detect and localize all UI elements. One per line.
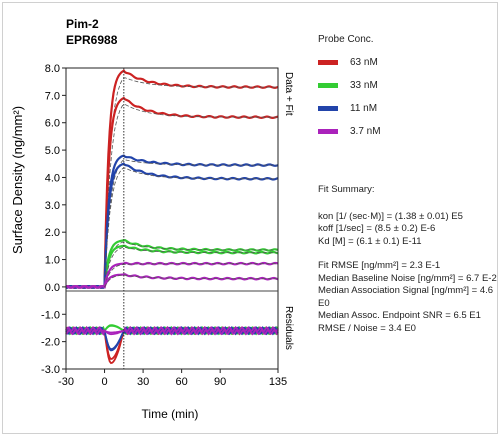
fit-curve xyxy=(104,241,277,287)
x-tick-label: -30 xyxy=(58,376,74,388)
legend: Probe Conc. 63 nM 33 nM 11 nM 3.7 nM xyxy=(318,34,381,143)
chart-frame xyxy=(2,2,498,434)
y-axis: 8.0 7.0 6.0 5.0 4.0 3.0 2.0 1.0 0.0 -1.0 -2.0 -3.0 xyxy=(41,63,66,376)
y-tick-label: 1.0 xyxy=(45,255,60,267)
series-curve xyxy=(65,261,279,289)
legend-swatch xyxy=(318,60,338,65)
y-axis-label: Surface Density (ng/mm²) xyxy=(10,106,25,254)
series-curve xyxy=(65,162,279,289)
y-tick-label: -2.0 xyxy=(41,337,60,349)
fit-stat-rmse: Fit RMSE [ng/mm²] = 2.3 E-1 xyxy=(318,260,441,271)
fit-summary: Fit Summary: kon [1/ (sec·M)] = (1.38 ± … xyxy=(318,184,502,335)
series-curve xyxy=(65,154,279,289)
legend-swatch xyxy=(318,106,338,111)
x-tick-label: 135 xyxy=(269,376,287,388)
x-axis: -30 0 30 60 90 135 xyxy=(58,369,287,388)
x-tick-label: 0 xyxy=(101,376,107,388)
y-tick-label: 0.0 xyxy=(45,282,60,294)
legend-title: Probe Conc. xyxy=(318,34,374,45)
series-curve xyxy=(65,96,279,289)
legend-label: 11 nM xyxy=(350,103,378,114)
fit-curve xyxy=(104,263,277,288)
fit-param-kd: Kd [M] = (6.1 ± 0.1) E-11 xyxy=(318,235,422,247)
fit-summary-title: Fit Summary: xyxy=(318,184,375,195)
fit-param-koff: koff [1/sec] = (8.5 ± 0.2) E-6 xyxy=(318,223,436,234)
legend-item-3-7nm: 3.7 nM xyxy=(318,120,381,143)
y-tick-label: 3.0 xyxy=(45,200,60,212)
fit-curve xyxy=(104,246,277,287)
y-tick-label: 8.0 xyxy=(45,63,60,75)
fit-param-kon: kon [1/ (sec·M)] = (1.38 ± 0.01) E5 xyxy=(318,210,463,222)
y-tick-label: 4.0 xyxy=(45,172,60,184)
y-tick-label: -1.0 xyxy=(41,309,60,321)
fit-curve xyxy=(104,77,277,287)
fit-curve xyxy=(104,167,277,287)
data-curves xyxy=(65,69,279,365)
fit-stat-baseline-noise: Median Baseline Noise [ng/mm²] = 6.7 E-2 xyxy=(318,272,497,284)
legend-label: 33 nM xyxy=(350,80,378,91)
x-tick-label: 30 xyxy=(137,376,149,388)
residual-curve xyxy=(65,326,279,334)
legend-item-63nm: 63 nM xyxy=(318,51,381,74)
y-tick-label: 2.0 xyxy=(45,227,60,239)
legend-swatch xyxy=(318,83,338,88)
legend-swatch xyxy=(318,129,338,134)
legend-item-33nm: 33 nM xyxy=(318,74,381,97)
y-tick-label: 7.0 xyxy=(45,90,60,102)
legend-item-11nm: 11 nM xyxy=(318,97,381,120)
chart-subtitle: EPR6988 xyxy=(66,33,118,47)
plot-area xyxy=(65,67,279,370)
y-tick-label: 6.0 xyxy=(45,118,60,130)
residual-curve xyxy=(65,328,279,365)
chart-title: Pim-2 xyxy=(66,17,99,31)
x-tick-label: 60 xyxy=(176,376,188,388)
y-tick-label: 5.0 xyxy=(45,145,60,157)
fit-curve xyxy=(104,104,277,287)
x-axis-label: Time (min) xyxy=(142,407,199,421)
fit-stat-assoc-signal: Median Association Signal [ng/mm²] = 4.6… xyxy=(318,285,494,309)
series-curve xyxy=(65,244,279,289)
fit-stat-endpoint-snr: Median Assoc. Endpoint SNR = 6.5 E1 xyxy=(318,310,481,321)
legend-label: 63 nM xyxy=(350,57,378,68)
y-tick-label: -3.0 xyxy=(41,364,60,376)
section-label-top: Data + Fit xyxy=(283,72,294,116)
x-tick-label: 90 xyxy=(214,376,226,388)
fit-curve xyxy=(104,274,277,288)
fit-curve xyxy=(104,159,277,287)
fit-stat-rmse-noise: RMSE / Noise = 3.4 E0 xyxy=(318,322,416,334)
section-label-bottom: Residuals xyxy=(283,306,294,350)
legend-label: 3.7 nM xyxy=(350,126,381,137)
